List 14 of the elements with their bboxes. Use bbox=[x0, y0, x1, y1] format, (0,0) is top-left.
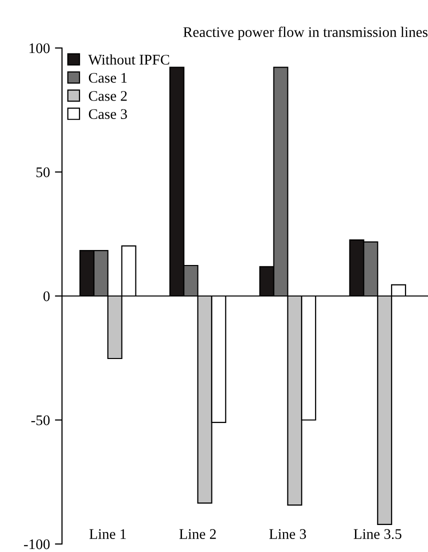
legend-label: Case 2 bbox=[88, 91, 127, 101]
legend-label: Case 3 bbox=[88, 109, 127, 120]
x-tick-label: Line 3.5 bbox=[354, 529, 402, 540]
y-tick-label: 50 bbox=[36, 167, 50, 178]
x-tick-label: Line 3 bbox=[269, 529, 306, 539]
legend-label: Without IPFC bbox=[88, 54, 170, 65]
x-tick-label: Line 2 bbox=[179, 529, 216, 539]
y-tick-label: 100 bbox=[30, 43, 50, 54]
y-tick-label: -50 bbox=[31, 415, 50, 426]
y-tick-label: -100 bbox=[24, 539, 50, 550]
chart-title: Reactive power flow in transmission lines bbox=[183, 26, 428, 40]
legend-label: Case 1 bbox=[88, 72, 127, 83]
y-tick-label: 0 bbox=[43, 291, 50, 302]
x-tick-label: Line 1 bbox=[89, 529, 126, 539]
